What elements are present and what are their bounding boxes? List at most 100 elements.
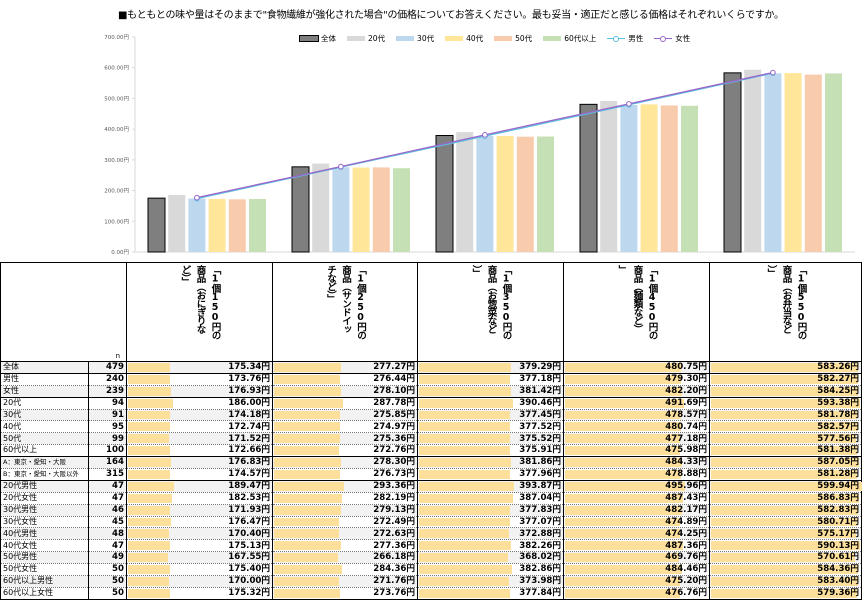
value-cell: 368.02円 <box>417 551 564 565</box>
value-text: 272.63円 <box>373 528 415 539</box>
row-label: 50代男性 <box>0 551 89 565</box>
data-bar <box>274 434 341 444</box>
header-text: 商品（お弁当など <box>780 265 792 333</box>
bar-line-chart: 0.00円 100.00円 200.00円 300.00円 400.00円 500.00円… <box>104 34 855 256</box>
data-bar <box>274 481 345 491</box>
y-tick-label: 300.00円 <box>104 157 129 164</box>
data-bar <box>128 458 171 468</box>
bar-40代-3 <box>496 136 514 252</box>
row-label: 男性 <box>0 373 89 386</box>
value-cell: 593.38円 <box>709 397 862 410</box>
table-row: 30代 91 174.18円 275.85円 377.45円 478.57円 581.78円 <box>0 409 862 422</box>
legend-label: 女性 <box>675 34 691 43</box>
value-cell: 277.27円 <box>272 361 418 374</box>
value-text: 173.76円 <box>228 374 270 385</box>
value-text: 278.10円 <box>373 385 415 396</box>
row-label: 30代 <box>0 409 89 422</box>
value-cell: 275.85円 <box>272 409 418 422</box>
value-text: 276.44円 <box>373 374 415 385</box>
value-cell: 477.18円 <box>563 432 710 446</box>
value-cell: 271.76円 <box>272 575 418 588</box>
value-text: 583.40円 <box>817 576 859 587</box>
data-bar <box>274 410 341 420</box>
header-n: n <box>88 262 127 362</box>
header-text: 「1個150円の <box>209 265 221 339</box>
value-text: 382.86円 <box>519 564 561 575</box>
value-text: 570.61円 <box>817 552 859 563</box>
bar-60代以上-1 <box>249 198 266 252</box>
row-n: 239 <box>88 385 127 398</box>
value-text: 277.27円 <box>373 362 415 373</box>
data-bar <box>711 458 859 468</box>
value-cell: 583.26円 <box>709 361 862 374</box>
data-bar <box>419 553 508 563</box>
value-cell: 276.44円 <box>272 373 418 386</box>
header-text: 商品（お惣菜など <box>485 265 497 333</box>
value-text: 479.30円 <box>665 374 707 385</box>
bar-60代以上-5 <box>825 73 842 252</box>
data-bar <box>565 553 679 563</box>
value-cell: 277.36円 <box>272 539 418 553</box>
value-text: 587.05円 <box>817 457 859 468</box>
header-text: 商品（サンドイッ <box>340 265 351 333</box>
value-cell: 170.40円 <box>126 527 273 541</box>
value-text: 174.57円 <box>228 469 270 480</box>
value-text: 175.13円 <box>228 540 270 551</box>
legend-item: 男性 <box>607 33 643 44</box>
data-bar <box>274 588 340 598</box>
data-bar <box>274 505 341 515</box>
value-cell: 581.38円 <box>709 444 862 458</box>
data-bar <box>565 470 681 479</box>
data-bar <box>565 446 681 456</box>
value-text: 377.83円 <box>519 504 561 515</box>
header-text: ど）」 <box>179 265 191 286</box>
value-text: 272.49円 <box>373 516 415 527</box>
data-bar <box>128 588 171 598</box>
data-bar <box>711 505 858 515</box>
data-bar <box>274 529 340 539</box>
value-cell: 173.76円 <box>126 373 273 386</box>
value-cell: 382.86円 <box>417 563 564 577</box>
row-label: 60代以上 <box>0 444 89 458</box>
value-text: 482.20円 <box>665 385 707 396</box>
data-bar <box>274 363 341 372</box>
data-bar <box>565 422 682 432</box>
header-text: 「1個350円の <box>500 265 512 339</box>
value-text: 278.30円 <box>373 457 415 468</box>
bar-40代-5 <box>784 73 802 253</box>
y-tick-label: 500.00円 <box>104 95 129 102</box>
table-row: 20代女性 47 182.53円 282.19円 387.04円 487.43円 586.8… <box>0 492 862 505</box>
value-text: 171.93円 <box>228 504 270 515</box>
bar-40代-1 <box>208 198 226 252</box>
row-label: 40代女性 <box>0 539 89 553</box>
data-bar <box>711 577 858 586</box>
value-cell: 393.87円 <box>417 480 564 493</box>
data-bar <box>274 470 341 479</box>
marker-女性-1 <box>194 194 200 201</box>
row-label: 40代 <box>0 420 89 434</box>
row-label: 女性 <box>0 385 89 398</box>
legend-swatch <box>543 36 562 41</box>
value-cell: 474.25円 <box>563 527 710 541</box>
value-text: 176.93円 <box>228 385 270 396</box>
legend-swatch <box>445 36 464 41</box>
data-bar <box>419 481 515 491</box>
legend-item: 20代 <box>347 33 385 44</box>
data-bar <box>419 565 512 575</box>
value-cell: 379.29円 <box>417 361 564 374</box>
value-text: 580.71円 <box>817 516 859 527</box>
value-cell: 189.47円 <box>126 480 273 493</box>
value-text: 377.96円 <box>519 469 561 480</box>
value-text: 170.00円 <box>228 576 270 587</box>
value-cell: 275.36円 <box>272 432 418 446</box>
data-bar <box>128 529 170 539</box>
table-row: 50代男性 49 167.55円 266.18円 368.02円 469.76円 570.6… <box>0 551 862 565</box>
header-text: 「1個250円の <box>355 265 366 339</box>
table-row: 全体 479 175.34円 277.27円 379.29円 480.75円 583.26円 <box>0 361 862 374</box>
value-cell: 273.76円 <box>272 587 418 600</box>
value-cell: 474.89円 <box>563 516 710 529</box>
data-bar <box>711 517 858 527</box>
value-cell: 175.32円 <box>126 587 273 600</box>
bar-40代-4 <box>640 104 658 252</box>
legend-swatch <box>347 36 365 41</box>
